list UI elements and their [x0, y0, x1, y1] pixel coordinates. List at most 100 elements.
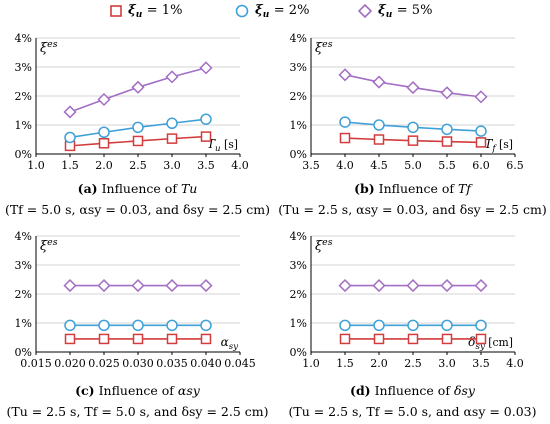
data-point: [199, 279, 213, 293]
y-tick-label: 2%: [15, 288, 32, 301]
legend-subscript: u: [262, 10, 270, 20]
y-tick-label: 3%: [290, 259, 307, 272]
x-tick-label: 3.0: [163, 159, 181, 172]
y-tick-label: 2%: [290, 288, 307, 301]
y-tick-label: 0%: [290, 148, 307, 161]
data-point: [407, 135, 419, 146]
x-tick-label: 0.025: [88, 357, 120, 370]
data-point: [474, 279, 488, 293]
caption-letter: (c): [75, 383, 95, 398]
y-tick-label: 1%: [290, 119, 307, 132]
legend-symbol: ξ: [128, 3, 136, 18]
caption-variable: δsy: [453, 383, 475, 398]
data-point: [97, 92, 111, 107]
x-tick-label: 6.5: [506, 159, 524, 172]
data-point: [166, 319, 178, 332]
data-point: [200, 113, 212, 125]
legend-label: = 2%: [273, 3, 310, 18]
x-tick-label: 5.0: [404, 159, 422, 172]
data-point: [474, 90, 488, 104]
x-axis-label: Tu [s]: [207, 137, 238, 154]
caption-letter: (b): [354, 181, 375, 196]
caption-variable: Tf: [457, 181, 471, 196]
caption-params: (Tu = 2.5 s, Tf = 5.0 s, and αsy = 0.03): [288, 404, 537, 419]
legend-label: = 1%: [146, 3, 183, 18]
y-tick-label: 4%: [15, 230, 32, 243]
legend-marker-diamond-icon: [358, 3, 372, 18]
data-point: [440, 86, 454, 100]
y-tick-label: 4%: [290, 32, 307, 45]
data-point: [200, 131, 212, 142]
caption-text: Influence of: [378, 181, 454, 196]
caption-letter: (a): [77, 181, 98, 196]
x-tick-label: 3.5: [472, 357, 490, 370]
caption-title: (c) Influence of αsy: [0, 383, 275, 398]
x-tick-label: 6.0: [472, 159, 490, 172]
chart-panel-c: 0% 1% 2% 3% 4% 0.015 0.020 0.025 0.030 0.035 0.040…: [15, 230, 256, 370]
x-tick-label: 0.040: [190, 357, 222, 370]
data-point: [131, 279, 145, 293]
data-point: [475, 137, 487, 148]
data-point: [132, 121, 144, 134]
data-point: [373, 119, 385, 131]
data-point: [131, 80, 145, 94]
y-tick-label: 0%: [290, 346, 307, 359]
chart-panel-b: 0% 1% 2% 3% 4% 3.5 4.0 4.5 5.0 5.5 6.0 6.5 ξes Tf [s]: [290, 32, 524, 172]
y-axis-label: ξes: [40, 237, 58, 254]
x-tick-label: 2.0: [95, 159, 113, 172]
data-point: [132, 319, 144, 332]
y-tick-label: 4%: [290, 230, 307, 243]
y-tick-label: 2%: [290, 90, 307, 103]
x-tick-label: 4.0: [231, 159, 249, 172]
caption-letter: (d): [350, 383, 371, 398]
data-point: [338, 279, 352, 293]
data-point: [373, 319, 385, 332]
data-point: [407, 333, 419, 345]
x-tick-label: 0.045: [224, 357, 256, 370]
y-tick-label: 1%: [15, 317, 32, 330]
x-tick-label: 4.0: [506, 357, 524, 370]
data-point: [64, 131, 76, 144]
x-tick-label: 2.5: [404, 357, 422, 370]
data-point: [166, 333, 178, 345]
x-tick-label: 0.015: [20, 357, 52, 370]
data-point: [165, 279, 179, 293]
caption-text: Influence of: [101, 181, 177, 196]
data-point: [440, 279, 454, 293]
caption-variable: Tu: [180, 181, 198, 196]
data-point: [98, 333, 110, 345]
caption-text: Influence of: [374, 383, 450, 398]
x-axis-label: Tf [s]: [484, 137, 513, 154]
caption-title: (d) Influence of δsy: [275, 383, 550, 398]
data-point: [441, 123, 453, 136]
y-tick-label: 3%: [15, 61, 32, 74]
x-tick-label: 5.5: [438, 159, 456, 172]
caption-text: Influence of: [98, 383, 174, 398]
legend-subscript: u: [385, 10, 393, 20]
data-point: [339, 116, 351, 128]
data-point: [98, 319, 110, 332]
y-tick-label: 1%: [15, 119, 32, 132]
data-point: [406, 81, 420, 95]
y-tick-label: 0%: [15, 148, 32, 161]
legend-item: ξu = 1%: [110, 3, 182, 20]
data-point: [199, 61, 213, 75]
legend-marker-square-icon: [110, 4, 122, 17]
caption-variable: αsy: [177, 383, 200, 398]
caption-params: (Tu = 2.5 s, Tf = 5.0 s, and δsy = 2.5 c…: [6, 404, 269, 419]
data-point: [132, 135, 144, 147]
legend-marker-circle-icon: [235, 4, 249, 17]
y-tick-label: 0%: [15, 346, 32, 359]
x-tick-label: 3.5: [197, 159, 215, 172]
y-tick-label: 3%: [15, 259, 32, 272]
data-point: [339, 132, 351, 144]
legend-subscript: u: [135, 10, 143, 20]
x-tick-label: 2.5: [129, 159, 147, 172]
caption-params: (Tf = 5.0 s, αsy = 0.03, and δsy = 2.5 c…: [4, 202, 271, 217]
x-tick-label: 0.035: [156, 357, 188, 370]
legend-symbol: ξ: [255, 3, 263, 18]
data-point: [200, 333, 212, 345]
legend-item: ξu = 5%: [358, 3, 432, 20]
caption-title: (b) Influence of Tf: [275, 181, 550, 196]
y-tick-label: 1%: [290, 317, 307, 330]
